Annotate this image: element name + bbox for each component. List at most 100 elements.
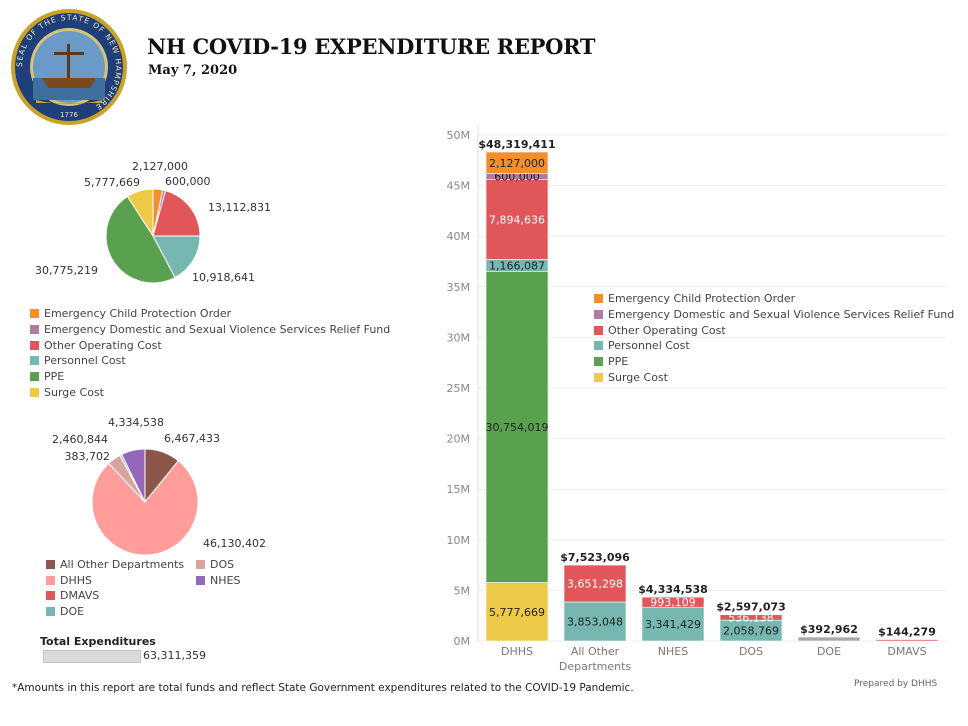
legend-item-personnel-cost[interactable]: Personnel Cost — [30, 353, 390, 369]
bar-total-label: $392,962 — [800, 623, 858, 636]
bar-segment-label: 30,754,019 — [486, 421, 549, 434]
legend-swatch — [46, 560, 55, 569]
bar-segment-label: 2,127,000 — [489, 157, 545, 170]
pie-chart-department: 6,467,433 46,130,402 2,460,844 383,702 4,334… — [52, 416, 266, 556]
legend-item-dmavs[interactable]: DMAVS — [46, 589, 99, 602]
bar-segment-personnel-cost[interactable] — [641, 606, 705, 642]
state-seal-logo: SEAL OF THE STATE OF NEW HAMPSHIRE 1776 — [11, 9, 127, 125]
legend-item-doe[interactable]: DOE — [46, 605, 84, 618]
legend-item-surge-cost[interactable]: Surge Cost — [594, 369, 954, 385]
legend-item-emergency-domestic-and-sexual-violence-services-relief-fund[interactable]: Emergency Domestic and Sexual Violence S… — [30, 322, 390, 338]
y-tick-label: 20M — [447, 433, 471, 446]
pie-data-label: 4,334,538 — [108, 416, 164, 429]
pie-data-label: 2,127,000 — [132, 160, 188, 173]
page-title: NH COVID-19 EXPENDITURE REPORT — [147, 34, 596, 59]
bar-segment-label: 3,853,048 — [567, 616, 623, 629]
legend-item-all-other-departments[interactable]: All Other Departments — [46, 558, 184, 571]
legend-cost-type: Emergency Child Protection Order Emergenc… — [30, 306, 390, 400]
legend-swatch — [594, 357, 603, 367]
legend-swatch — [30, 325, 39, 335]
legend-swatch — [30, 356, 39, 366]
bar-segment-label: 536,138 — [728, 611, 774, 624]
legend-label: DMAVS — [60, 589, 100, 603]
legend-label: Emergency Child Protection Order — [44, 307, 232, 321]
bar-segment-ppe[interactable] — [485, 270, 549, 583]
legend-item-ppe[interactable]: PPE — [30, 369, 390, 385]
legend-swatch — [196, 575, 205, 585]
y-tick-label: 10M — [447, 534, 471, 547]
pie-slice-surge-cost[interactable] — [126, 188, 154, 238]
total-expenditures-bar — [43, 650, 141, 663]
legend-swatch — [30, 372, 39, 382]
bar-total-label: $4,334,538 — [638, 583, 708, 596]
legend-item-nhes[interactable]: NHES — [196, 574, 240, 587]
pie-chart-cost-type: 2,127,000 600,000 13,112,831 10,918,641 30,7… — [35, 160, 271, 284]
prepared-by: Prepared by DHHS — [854, 679, 938, 689]
bar-segment-other-cost[interactable] — [797, 636, 861, 642]
bar-segment-other-operating-cost[interactable] — [641, 596, 705, 608]
pie-slice-nhes[interactable] — [121, 448, 146, 503]
legend-label: Personnel Cost — [44, 354, 126, 368]
legend-item-dos[interactable]: DOS — [196, 558, 234, 571]
pie-data-label: 5,777,669 — [84, 176, 140, 189]
bar-segment-emergency-child-protection-order[interactable] — [485, 151, 549, 174]
legend-swatch — [30, 309, 39, 319]
x-category-label: DOS — [739, 645, 763, 658]
legend-label: PPE — [44, 370, 65, 384]
y-tick-label: 5M — [454, 584, 471, 597]
pie-slice-ppe[interactable] — [105, 195, 176, 284]
legend-label: Surge Cost — [608, 370, 668, 384]
bar-segment-label: 5,777,669 — [489, 606, 545, 619]
legend-label: DHHS — [60, 573, 92, 587]
legend-item-surge-cost[interactable]: Surge Cost — [30, 384, 390, 400]
y-tick-label: 40M — [447, 230, 471, 243]
legend-swatch — [30, 340, 39, 350]
legend-item-dhhs[interactable]: DHHS — [46, 574, 92, 587]
bar-total-label: $7,523,096 — [560, 551, 630, 564]
legend-item-other-operating-cost[interactable]: Other Operating Cost — [30, 337, 390, 353]
total-expenditures-label: Total Expenditures — [40, 635, 156, 648]
bar-segment-other-operating-cost[interactable] — [563, 564, 627, 603]
legend-label: All Other Departments — [60, 558, 185, 571]
y-tick-label: 25M — [447, 382, 471, 395]
x-category-label: DMAVS — [887, 645, 926, 658]
legend-label: PPE — [608, 355, 629, 369]
legend-swatch — [594, 372, 603, 382]
legend-bar-chart: Emergency Child Protection Order Emergenc… — [594, 291, 954, 385]
legend-label: DOS — [210, 558, 235, 571]
legend-swatch — [46, 591, 55, 601]
legend-item-personnel-cost[interactable]: Personnel Cost — [594, 338, 954, 354]
legend-item-other-operating-cost[interactable]: Other Operating Cost — [594, 322, 954, 338]
legend-swatch — [46, 575, 55, 585]
y-tick-label: 35M — [447, 281, 471, 294]
legend-swatch — [46, 607, 55, 617]
y-tick-label: 50M — [447, 129, 471, 142]
legend-swatch — [594, 341, 603, 351]
legend-swatch — [30, 387, 39, 397]
bar-segment-label: 1,166,087 — [489, 259, 545, 272]
total-expenditures-value: 63,311,359 — [143, 649, 206, 662]
legend-item-emergency-child-protection-order[interactable]: Emergency Child Protection Order — [594, 291, 954, 307]
pie-slice-dhhs[interactable] — [91, 460, 199, 556]
bar-segment-label: 7,894,636 — [489, 214, 545, 227]
bar-segment-label: 3,651,298 — [567, 578, 623, 591]
bar-segment-surge-cost[interactable] — [485, 582, 549, 642]
legend-label: Emergency Domestic and Sexual Violence S… — [44, 323, 391, 337]
pie-slice-other-operating-cost[interactable] — [152, 190, 201, 237]
legend-swatch — [196, 560, 205, 569]
x-category-label: NHES — [658, 645, 688, 658]
legend-item-ppe[interactable]: PPE — [594, 354, 954, 370]
legend-item-emergency-child-protection-order[interactable]: Emergency Child Protection Order — [30, 306, 390, 322]
bar-total-label: $48,319,411 — [478, 138, 555, 151]
bar-segment-other-operating-cost[interactable] — [875, 639, 939, 642]
y-tick-label: 45M — [447, 180, 471, 193]
legend-label: NHES — [210, 573, 241, 587]
bar-segment-personnel-cost[interactable] — [563, 601, 627, 642]
pie-slice-personnel-cost[interactable] — [152, 235, 201, 279]
legend-label: Emergency Domestic and Sexual Violence S… — [608, 308, 955, 322]
legend-item-emergency-domestic-and-sexual-violence-services-relief-fund[interactable]: Emergency Domestic and Sexual Violence S… — [594, 307, 954, 323]
bar-segment-other-operating-cost[interactable] — [719, 614, 783, 621]
pie-data-label: 30,775,219 — [35, 264, 98, 277]
bar-segment-label: 3,341,429 — [645, 618, 701, 631]
x-category-label: Departments — [559, 660, 632, 673]
